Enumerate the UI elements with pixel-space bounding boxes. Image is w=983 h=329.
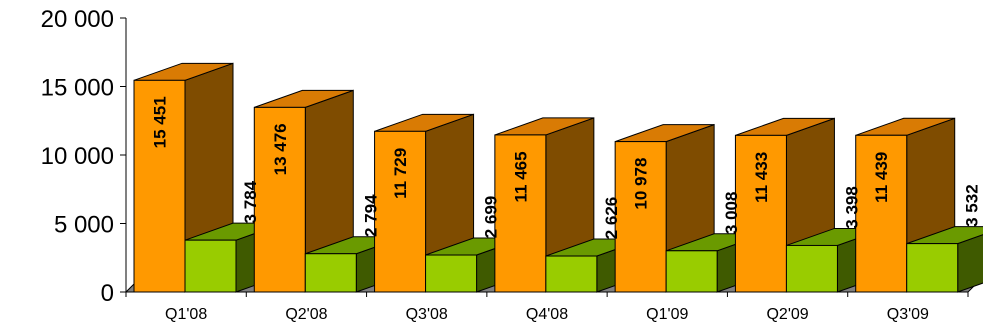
bar-series2-front	[304, 253, 357, 293]
y-tick-label: 0	[101, 280, 114, 307]
data-label-series1: 13 476	[271, 123, 290, 175]
y-tick-label: 10 000	[41, 143, 114, 170]
x-tick-label: Q3'09	[887, 306, 929, 323]
data-label-series2: 2 794	[361, 194, 380, 237]
data-label-series2: 3 532	[963, 184, 982, 227]
data-label-series1: 11 433	[752, 152, 771, 203]
data-label-series2: 2 699	[482, 196, 501, 239]
data-label-series1: 15 451	[151, 96, 170, 148]
data-label-series1: 11 439	[872, 152, 891, 203]
data-label-series1: 10 978	[632, 158, 651, 210]
bar-series2-front	[425, 254, 478, 293]
data-label-series1: 11 465	[511, 151, 530, 202]
chart-axes: 0 5 000 10 000 15 000 20 000 Q1'08 Q2'08 Q3'08 Q…	[41, 6, 969, 323]
bar-series1-front	[253, 106, 306, 293]
x-tick-label: Q1'09	[646, 306, 688, 323]
bar-series1-front	[133, 79, 186, 293]
x-tick-label: Q2'08	[285, 306, 327, 323]
chart-bars	[133, 62, 983, 293]
bar-series1	[494, 117, 595, 293]
y-tick-label: 5 000	[54, 212, 114, 239]
x-tick-label: Q3'08	[406, 306, 448, 323]
data-label-series2: 3 008	[722, 192, 741, 235]
data-label-series2: 3 784	[241, 180, 260, 223]
bar-series1-front	[374, 130, 427, 293]
bar-series2	[906, 226, 983, 293]
x-tick-label: Q1'08	[165, 306, 207, 323]
bar-series1-front	[855, 134, 908, 293]
bar-series2-front	[906, 243, 959, 293]
bar-series2-front	[545, 255, 598, 293]
bar-series2-front	[184, 239, 237, 293]
data-label-series2: 3 398	[842, 186, 861, 229]
bar-series1-front	[734, 134, 787, 293]
bar-series1-front	[614, 141, 667, 293]
x-tick-label: Q2'09	[766, 306, 808, 323]
bar-series1	[253, 89, 354, 293]
bar-series2-front	[665, 250, 718, 293]
chart-data-labels: 15 451 3 784 13 476 2 794 11 729 2 699 11 465 2…	[151, 96, 982, 239]
y-tick-label: 20 000	[41, 6, 114, 33]
bar-series2-front	[785, 244, 838, 293]
y-tick-label: 15 000	[41, 75, 114, 102]
x-tick-label: Q4'08	[526, 306, 568, 323]
data-label-series1: 11 729	[391, 148, 410, 199]
data-label-series2: 2 626	[602, 197, 621, 240]
bar-series1-front	[494, 134, 547, 293]
